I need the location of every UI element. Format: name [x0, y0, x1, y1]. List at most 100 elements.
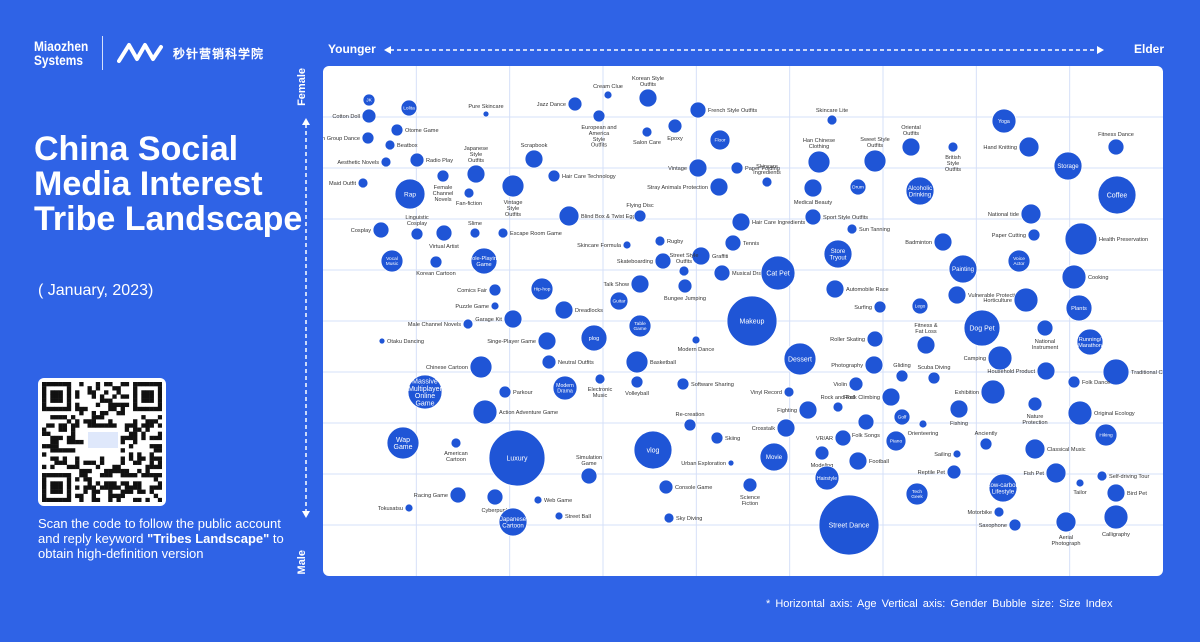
bubble[interactable]: [435, 224, 453, 242]
qr-code[interactable]: [38, 378, 166, 506]
bubble[interactable]: [979, 437, 993, 451]
bubble[interactable]: [541, 354, 557, 370]
bubble[interactable]: [947, 141, 959, 153]
bubble[interactable]: [372, 221, 390, 239]
bubble[interactable]: [1075, 478, 1085, 488]
bubble[interactable]: [498, 507, 528, 537]
bubble[interactable]: [552, 375, 578, 401]
bubble[interactable]: [1036, 361, 1056, 381]
bubble[interactable]: [1103, 504, 1129, 530]
bubble[interactable]: [658, 479, 674, 495]
bubble[interactable]: [952, 449, 962, 459]
bubble[interactable]: [691, 246, 711, 266]
bubble[interactable]: [1018, 136, 1040, 158]
bubble[interactable]: [429, 255, 443, 269]
bubble[interactable]: [609, 291, 629, 311]
bubble[interactable]: [449, 486, 467, 504]
bubble[interactable]: [633, 209, 647, 223]
bubble[interactable]: [1036, 319, 1054, 337]
bubble[interactable]: [1106, 483, 1126, 503]
bubble[interactable]: [1076, 328, 1104, 356]
bubble[interactable]: [866, 330, 884, 348]
bubble[interactable]: [709, 177, 729, 197]
bubble[interactable]: [592, 109, 606, 123]
bubble[interactable]: [676, 377, 690, 391]
bubble[interactable]: [524, 149, 544, 169]
bubble[interactable]: [895, 369, 909, 383]
bubble[interactable]: [497, 227, 509, 239]
bubble[interactable]: [991, 108, 1017, 134]
bubble[interactable]: [378, 337, 386, 345]
bubble[interactable]: [630, 274, 650, 294]
bubble[interactable]: [1020, 203, 1042, 225]
bubble[interactable]: [948, 254, 978, 284]
bubble[interactable]: [654, 235, 666, 247]
bubble[interactable]: [987, 345, 1013, 371]
bubble[interactable]: [630, 375, 644, 389]
bubble[interactable]: [727, 459, 735, 467]
bubble[interactable]: [503, 309, 523, 329]
bubble[interactable]: [823, 239, 853, 269]
bubble[interactable]: [1065, 294, 1093, 322]
bubble[interactable]: [380, 249, 404, 273]
bubble[interactable]: [742, 477, 758, 493]
bubble[interactable]: [947, 285, 967, 305]
bubble[interactable]: [554, 511, 564, 521]
bubble[interactable]: [1045, 462, 1067, 484]
bubble[interactable]: [1027, 228, 1041, 242]
bubble[interactable]: [404, 503, 414, 513]
bubble[interactable]: [783, 342, 817, 376]
bubble[interactable]: [678, 265, 690, 277]
bubble[interactable]: [783, 386, 795, 398]
bubble[interactable]: [558, 205, 580, 227]
bubble[interactable]: [818, 494, 880, 556]
bubble[interactable]: [846, 223, 858, 235]
bubble[interactable]: [776, 418, 796, 438]
bubble[interactable]: [486, 488, 504, 506]
bubble[interactable]: [533, 495, 543, 505]
bubble[interactable]: [654, 252, 672, 270]
bubble[interactable]: [547, 169, 561, 183]
bubble[interactable]: [603, 90, 613, 100]
bubble[interactable]: [807, 150, 831, 174]
bubble[interactable]: [1008, 518, 1022, 532]
bubble[interactable]: [1067, 375, 1081, 389]
bubble[interactable]: [798, 400, 818, 420]
bubble[interactable]: [713, 264, 731, 282]
bubble[interactable]: [803, 178, 823, 198]
bubble[interactable]: [470, 247, 498, 275]
bubble[interactable]: [916, 335, 936, 355]
bubble[interactable]: [463, 187, 475, 199]
bubble[interactable]: [663, 512, 675, 524]
bubble[interactable]: [394, 178, 426, 210]
bubble[interactable]: [466, 164, 486, 184]
bubble[interactable]: [724, 234, 742, 252]
bubble[interactable]: [863, 149, 887, 173]
bubble[interactable]: [905, 482, 929, 506]
bubble[interactable]: [633, 430, 673, 470]
bubble[interactable]: [988, 473, 1018, 503]
bubble[interactable]: [963, 309, 1001, 347]
bubble[interactable]: [689, 101, 707, 119]
bubble[interactable]: [946, 464, 962, 480]
bubble[interactable]: [462, 318, 474, 330]
bubble[interactable]: [488, 429, 546, 487]
bubble[interactable]: [933, 232, 953, 252]
bubble[interactable]: [814, 445, 830, 461]
bubble[interactable]: [848, 451, 868, 471]
bubble[interactable]: [911, 297, 929, 315]
bubble[interactable]: [1067, 400, 1093, 426]
bubble[interactable]: [498, 385, 512, 399]
bubble[interactable]: [580, 467, 598, 485]
bubble[interactable]: [386, 426, 420, 460]
bubble[interactable]: [1097, 175, 1137, 215]
bubble[interactable]: [980, 379, 1006, 405]
bubble[interactable]: [832, 401, 844, 413]
bubble[interactable]: [709, 129, 731, 151]
bubble[interactable]: [691, 335, 701, 345]
bubble[interactable]: [1055, 511, 1077, 533]
bubble[interactable]: [407, 374, 443, 410]
bubble[interactable]: [409, 152, 425, 168]
bubble[interactable]: [361, 108, 377, 124]
bubble[interactable]: [469, 355, 493, 379]
